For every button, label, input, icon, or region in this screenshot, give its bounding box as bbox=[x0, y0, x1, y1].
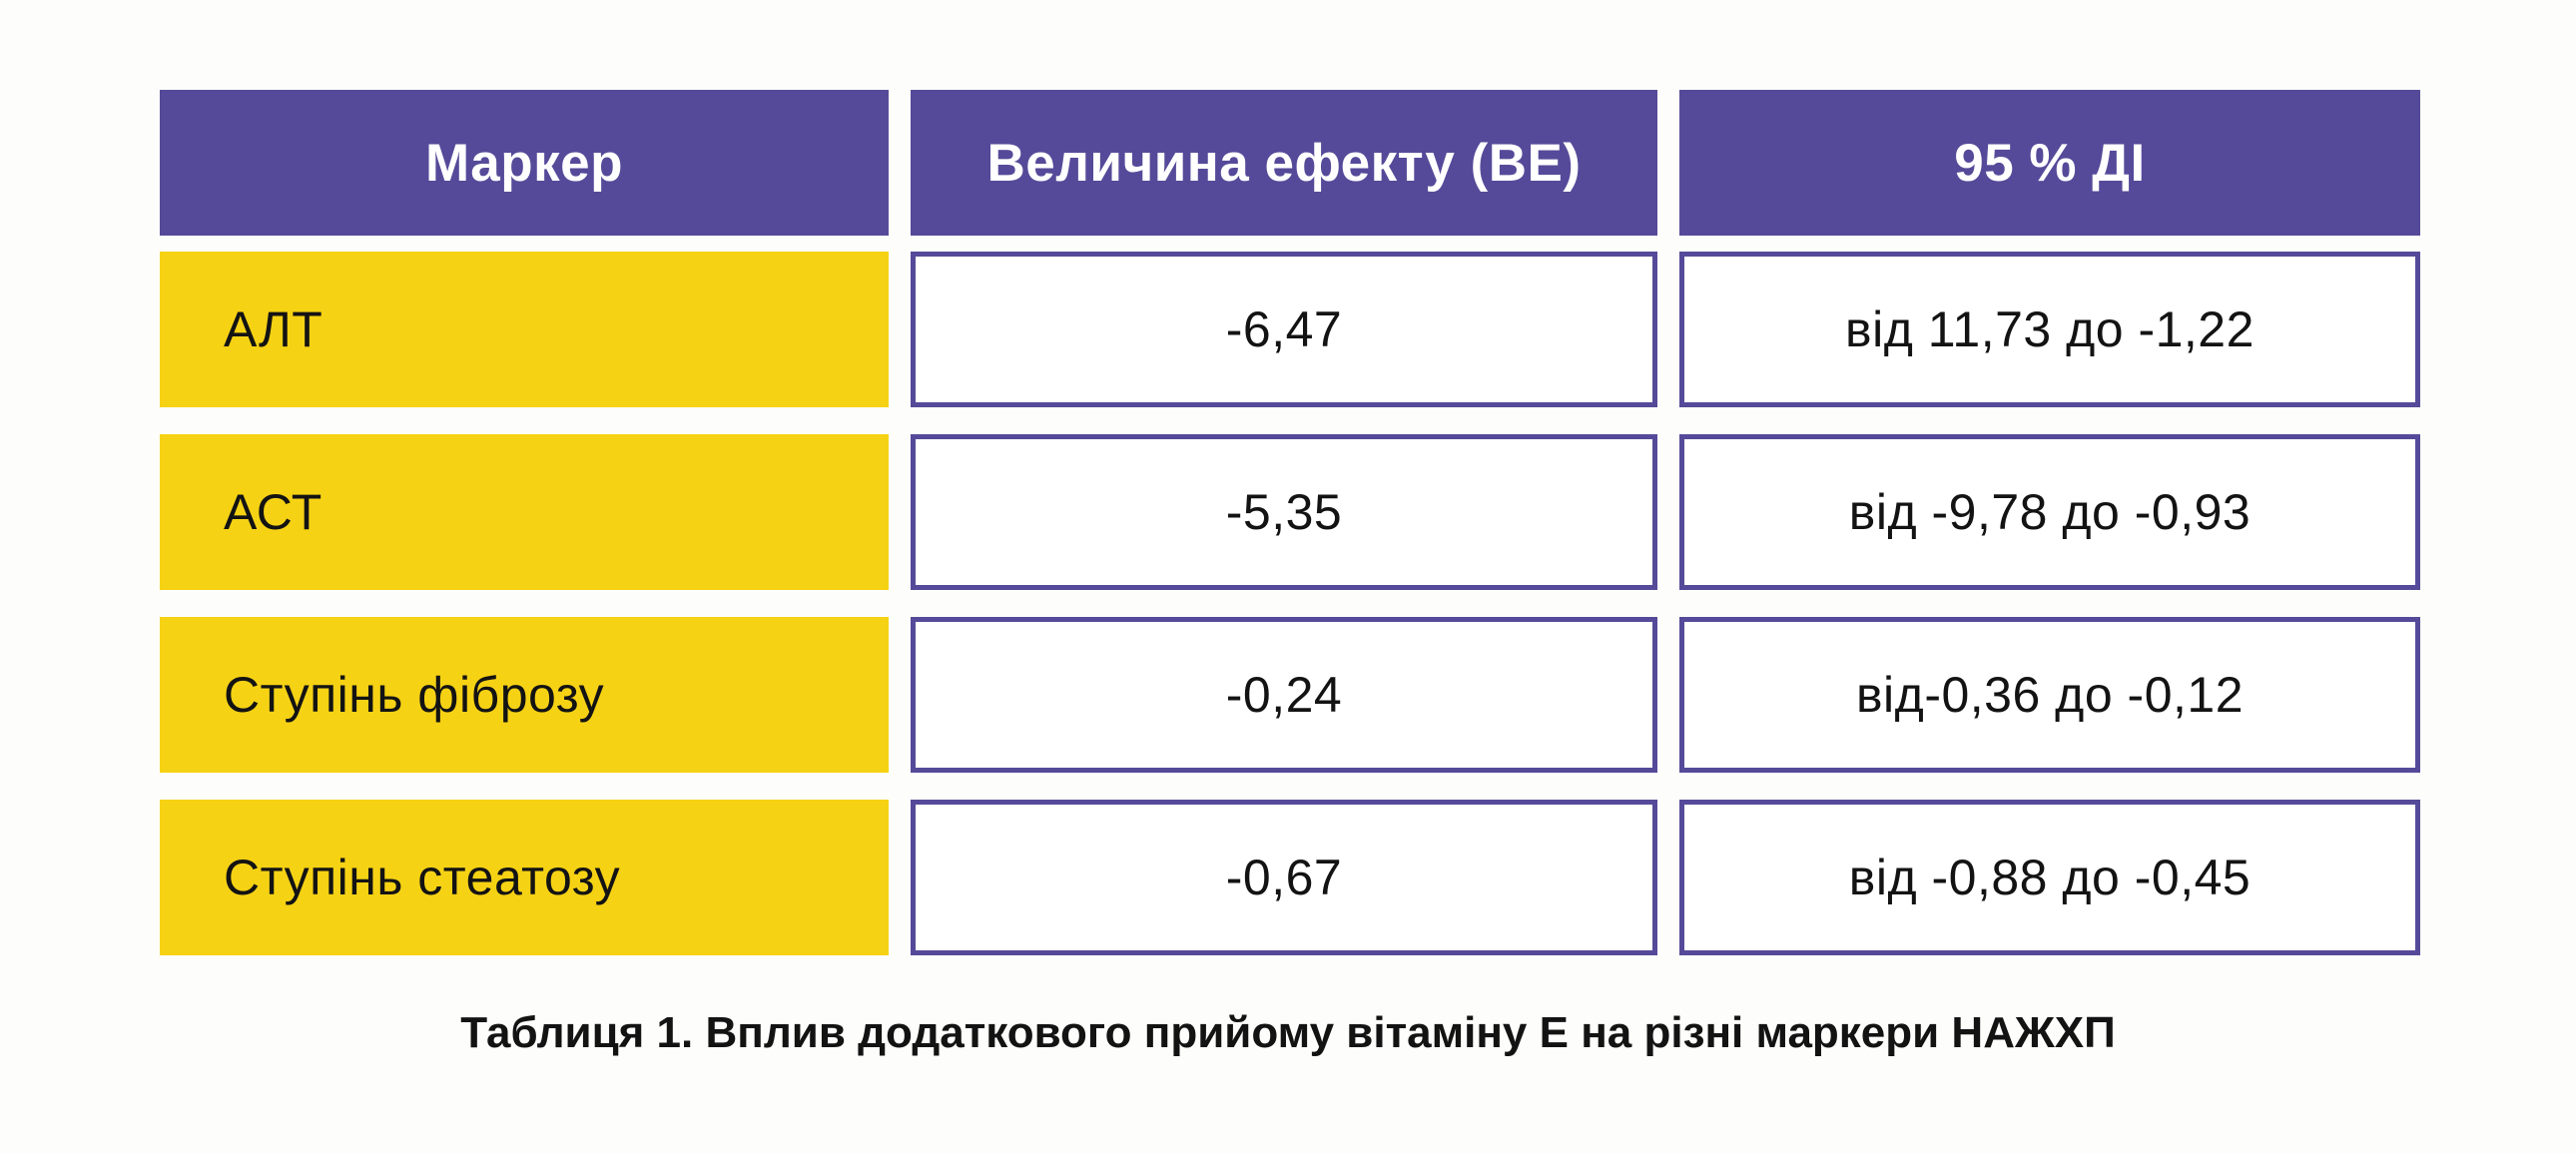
row-alt-effect-cell: -6,47 bbox=[911, 252, 1657, 407]
row-ast-marker-cell: АСТ bbox=[160, 434, 889, 590]
row-fibrosis-ci-cell: від-0,36 до -0,12 bbox=[1679, 617, 2420, 773]
table-header-row: Маркер Величина ефекту (ВЕ) 95 % ДІ bbox=[160, 90, 2420, 236]
column-header-confidence-interval: 95 % ДІ bbox=[1679, 90, 2420, 236]
row-steatosis-effect-cell: -0,67 bbox=[911, 800, 1657, 955]
row-ast-ci-cell: від -9,78 до -0,93 bbox=[1679, 434, 2420, 590]
markers-table: Маркер Величина ефекту (ВЕ) 95 % ДІ АЛТ … bbox=[160, 90, 2420, 955]
row-steatosis-marker-cell: Ступінь стеатозу bbox=[160, 800, 889, 955]
row-alt-marker-cell: АЛТ bbox=[160, 252, 889, 407]
table-caption: Таблиця 1. Вплив додаткового прийому віт… bbox=[460, 1008, 2116, 1057]
row-fibrosis-effect-cell: -0,24 bbox=[911, 617, 1657, 773]
row-fibrosis-marker-cell: Ступінь фіброзу bbox=[160, 617, 889, 773]
row-ast-effect-cell: -5,35 bbox=[911, 434, 1657, 590]
column-header-effect-size: Величина ефекту (ВЕ) bbox=[911, 90, 1657, 236]
column-header-marker: Маркер bbox=[160, 90, 889, 236]
row-steatosis-ci-cell: від -0,88 до -0,45 bbox=[1679, 800, 2420, 955]
row-alt-ci-cell: від 11,73 до -1,22 bbox=[1679, 252, 2420, 407]
table-body: АЛТ -6,47 від 11,73 до -1,22 АСТ -5,35 в… bbox=[160, 252, 2420, 955]
